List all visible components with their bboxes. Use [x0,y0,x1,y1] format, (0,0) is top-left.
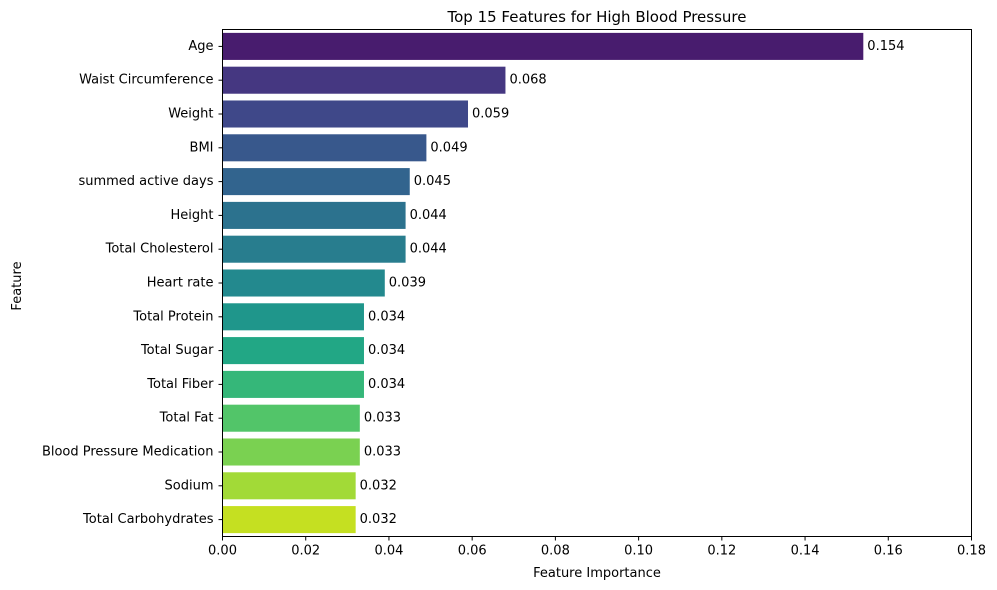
x-tick-label: 0.00 [208,544,237,559]
bar [222,100,469,128]
data-label: 0.034 [368,377,405,392]
bar [222,404,360,432]
chart-title: Top 15 Features for High Blood Pressure [447,8,747,26]
data-labels-group: 0.154 0.068 0.059 0.049 0.045 0.044 0.044 0.039… [360,39,905,527]
y-tick-label: summed active days [78,174,213,189]
data-label: 0.034 [368,309,405,324]
data-label: 0.033 [364,445,401,460]
bars-group [222,32,864,534]
bar [222,269,385,297]
y-tick-label: Total Fiber [146,377,214,392]
bar [222,337,364,365]
x-axis-label: Feature Importance [533,566,661,581]
data-label: 0.039 [389,276,426,291]
bar [222,472,356,500]
bar [222,134,427,162]
data-label: 0.044 [410,242,447,257]
x-tick-label: 0.14 [791,544,820,559]
data-label: 0.045 [414,174,451,189]
bar [222,168,410,196]
data-label: 0.049 [430,140,467,155]
y-tick-label: Age [188,39,213,54]
data-label: 0.032 [360,512,397,527]
x-tick-label: 0.12 [707,544,736,559]
y-tick-label: Sodium [165,478,214,493]
y-tick-label: Heart rate [147,276,214,291]
y-tick-label: Height [171,208,214,223]
plot-frame [222,29,972,537]
data-label: 0.059 [472,107,509,122]
bar [222,32,864,60]
y-tick-label: Total Protein [132,309,213,324]
y-tick-label: Total Fat [159,411,214,426]
data-label: 0.044 [410,208,447,223]
bar [222,201,406,229]
bar [222,303,364,331]
data-label: 0.154 [867,39,904,54]
data-label: 0.033 [364,411,401,426]
bar [222,438,360,466]
x-tick-label: 0.06 [458,544,487,559]
y-tick-label: Total Sugar [140,343,214,358]
x-tick-label: 0.04 [374,544,403,559]
y-axis-ticks: Age Waist Circumference Weight BMI summed ac… [42,39,223,527]
y-tick-label: Weight [168,107,213,122]
y-tick-label: BMI [190,140,214,155]
x-tick-label: 0.18 [957,544,986,559]
y-tick-label: Blood Pressure Medication [42,445,214,460]
bar [222,66,506,94]
x-tick-label: 0.10 [624,544,653,559]
x-tick-label: 0.08 [541,544,570,559]
x-tick-label: 0.02 [291,544,320,559]
bar [222,370,364,398]
y-tick-label: Waist Circumference [79,73,213,88]
y-tick-label: Total Cholesterol [105,242,214,257]
bar [222,506,356,534]
data-label: 0.068 [509,73,546,88]
data-label: 0.032 [360,478,397,493]
y-axis-label: Feature [10,261,25,310]
bar [222,235,406,263]
x-axis-ticks: 0.00 0.02 0.04 0.06 0.08 0.10 0.12 0.14 0.16 0.18 [208,536,986,559]
data-label: 0.034 [368,343,405,358]
x-tick-label: 0.16 [874,544,903,559]
y-tick-label: Total Carbohydrates [82,512,214,527]
